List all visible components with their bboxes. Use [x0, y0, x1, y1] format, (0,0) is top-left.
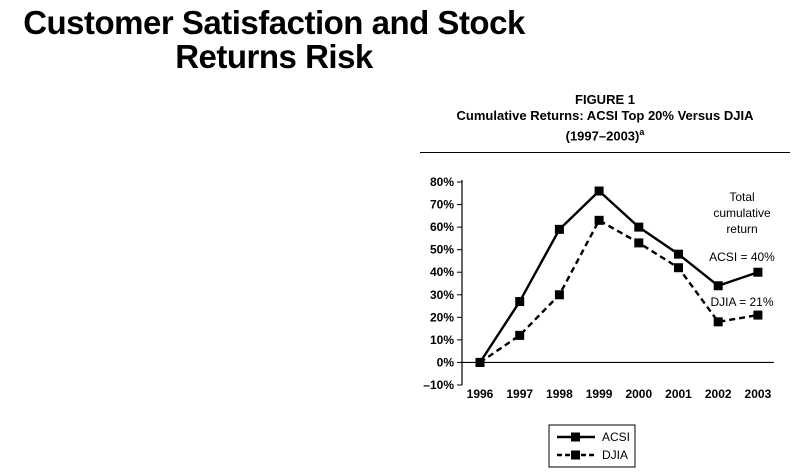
chart-legend: ACSI DJIA	[548, 424, 636, 468]
footnote-marker: a	[639, 127, 645, 137]
series-line-djia	[479, 219, 759, 364]
data-point-acsi	[713, 281, 723, 291]
annotation-heading-line: return	[726, 222, 757, 236]
figure-number: FIGURE 1	[575, 92, 635, 107]
y-axis: 80% 70% 60% 50% 40% 30% 20% 10% 0% –10%	[423, 175, 463, 392]
y-tick-label: 50%	[430, 243, 454, 257]
page-title: Customer Satisfaction and Stock Returns …	[0, 6, 548, 74]
page-title-line-1: Customer Satisfaction and Stock	[23, 4, 525, 41]
data-point-acsi	[594, 186, 604, 196]
legend-marker-acsi	[571, 432, 580, 442]
annotation-heading-line: cumulative	[713, 206, 771, 220]
y-tick-label: 30%	[430, 288, 454, 302]
annotation-layer: Total cumulative return ACSI = 40% DJIA = 21…	[709, 190, 775, 309]
x-tick-label: 1997	[506, 387, 533, 401]
data-point-djia	[554, 290, 564, 300]
data-point-acsi	[753, 267, 763, 277]
x-tick-label: 2001	[665, 387, 692, 401]
figure-header: FIGURE 1 Cumulative Returns: ACSI Top 20…	[420, 92, 790, 144]
x-tick-label: 2003	[745, 387, 772, 401]
x-tick-label: 2000	[625, 387, 652, 401]
page-title-line-2: Returns Risk	[175, 38, 373, 75]
data-point-djia	[515, 330, 525, 340]
annotation-heading-line: Total	[729, 190, 754, 204]
x-axis: 1996 1997 1998 1999 2000 2001 2002 2003	[462, 361, 774, 401]
annotation-djia-total: DJIA = 21%	[710, 295, 773, 309]
data-point-djia	[475, 357, 485, 367]
x-tick-label: 1996	[467, 387, 494, 401]
data-point-acsi	[515, 297, 525, 307]
y-tick-label: 0%	[437, 355, 455, 369]
y-tick-label: 60%	[430, 220, 454, 234]
series-layer	[475, 186, 763, 367]
y-tick-label: 40%	[430, 265, 454, 279]
x-tick-label: 1998	[546, 387, 573, 401]
figure-period: (1997–2003)a	[420, 124, 790, 144]
y-tick-label: 10%	[430, 333, 454, 347]
data-point-djia	[753, 310, 763, 320]
legend-label-acsi: ACSI	[602, 430, 630, 444]
series-line-acsi	[478, 189, 759, 364]
data-point-acsi	[554, 224, 564, 234]
figure-divider	[420, 152, 790, 153]
legend-marker-djia	[571, 450, 580, 460]
x-tick-label: 2002	[705, 387, 732, 401]
data-point-acsi	[634, 222, 644, 232]
figure-caption: Cumulative Returns: ACSI Top 20% Versus …	[456, 108, 754, 123]
legend-label-djia: DJIA	[602, 448, 628, 462]
data-point-acsi	[674, 249, 683, 259]
data-point-djia	[674, 263, 683, 273]
data-point-djia	[713, 317, 723, 327]
x-tick-label: 1999	[586, 387, 613, 401]
figure-period-text: (1997–2003)	[565, 128, 640, 144]
y-tick-label: 20%	[430, 310, 454, 324]
y-tick-label: 80%	[430, 175, 454, 189]
y-tick-label: –10%	[423, 378, 454, 392]
data-point-djia	[634, 238, 644, 248]
data-point-djia	[594, 215, 604, 225]
legend-box	[548, 424, 636, 468]
y-tick-label: 70%	[430, 198, 454, 212]
annotation-acsi-total: ACSI = 40%	[709, 250, 775, 264]
